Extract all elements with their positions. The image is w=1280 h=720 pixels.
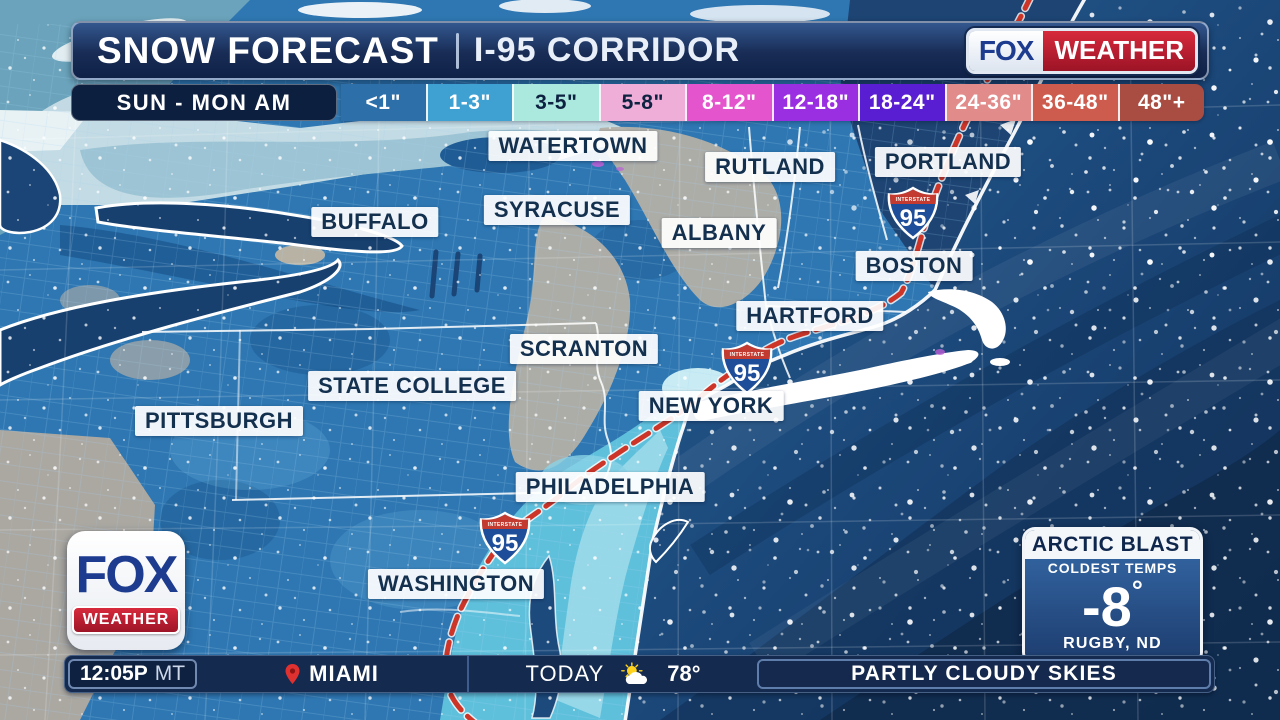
svg-text:INTERSTATE: INTERSTATE (896, 197, 931, 203)
city-label-syracuse: SYRACUSE (483, 195, 631, 225)
conditions-text: PARTLY CLOUDY SKIES (757, 659, 1211, 689)
city-label-hartford: HARTFORD (736, 301, 884, 331)
clock: 12:05P MT (68, 659, 198, 689)
title-separator (455, 32, 459, 69)
fox-logo-text: FOX (75, 546, 179, 604)
legend-chip: 12-18" (771, 84, 858, 121)
degree-symbol: ° (1131, 575, 1143, 606)
i95-shield-newyork: INTERSTATE 95 (721, 341, 773, 395)
location-name: MIAMI (309, 661, 379, 686)
svg-text:95: 95 (734, 360, 761, 387)
legend-chip: 18-24" (858, 84, 945, 121)
legend-period: SUN - MON AM (71, 84, 337, 121)
city-label-buffalo: BUFFALO (311, 207, 439, 237)
svg-text:95: 95 (900, 205, 927, 232)
legend-chip: 5-8" (598, 84, 685, 121)
legend-chip: 8-12" (685, 84, 772, 121)
callout-location: RUGBY, ND (1063, 635, 1162, 653)
legend-chip: 48"+ (1117, 84, 1204, 121)
city-label-watertown: WATERTOWN (488, 131, 658, 161)
legend-chip: 3-5" (512, 84, 599, 121)
lower-third-ticker: 12:05P MT MIAMI TODAY 78° PARTLY CLOUDY … (64, 655, 1215, 693)
svg-text:INTERSTATE: INTERSTATE (488, 522, 523, 528)
svg-text:INTERSTATE: INTERSTATE (730, 352, 765, 358)
day-label: TODAY (525, 661, 605, 686)
arctic-blast-callout: ARCTIC BLAST COLDEST TEMPS -8° RUGBY, ND (1022, 527, 1203, 666)
weather-logo-text: WEATHER (71, 606, 181, 634)
legend-chip: 24-36" (944, 84, 1031, 121)
i95-shield-maine: INTERSTATE 95 (887, 186, 939, 240)
fox-weather-corner-logo: FOX WEATHER (67, 531, 185, 650)
location-pin-icon (285, 664, 300, 684)
weather-logo-text: WEATHER (1043, 30, 1195, 71)
city-label-new-york: NEW YORK (638, 391, 784, 421)
legend-chip: 1-3" (425, 84, 512, 121)
city-label-scranton: SCRANTON (509, 334, 659, 364)
page-title: SNOW FORECAST (97, 29, 439, 71)
legend-chip: <1" (341, 84, 426, 121)
fox-logo-text: FOX (968, 30, 1044, 71)
city-label-portland: PORTLAND (874, 147, 1022, 177)
location-section: MIAMI (197, 656, 470, 692)
timezone-label: MT (154, 662, 186, 685)
callout-title: ARCTIC BLAST (1025, 530, 1200, 559)
city-label-rutland: RUTLAND (705, 152, 835, 182)
time-value: 12:05P (80, 662, 148, 685)
coldest-temp-value: -8° (1082, 575, 1143, 638)
legend-chip: 36-48" (1031, 84, 1118, 121)
city-label-boston: BOSTON (855, 251, 973, 281)
city-label-albany: ALBANY (661, 218, 777, 248)
partly-cloudy-icon (621, 662, 648, 685)
callout-subtitle: COLDEST TEMPS (1047, 560, 1178, 576)
fox-weather-logo: FOX WEATHER (965, 27, 1198, 74)
city-label-pittsburgh: PITTSBURGH (135, 406, 303, 436)
temperature-value: 78° (667, 661, 701, 686)
snowfall-legend: <1" 1-3" 3-5" 5-8" 8-12" 12-18" 18-24" 2… (341, 84, 1204, 121)
title-banner: SNOW FORECAST I-95 CORRIDOR FOX WEATHER (71, 21, 1209, 80)
page-subtitle: I-95 CORRIDOR (473, 31, 741, 69)
svg-text:95: 95 (492, 530, 519, 557)
today-forecast-section: TODAY 78° (469, 656, 757, 692)
callout-body: COLDEST TEMPS -8° RUGBY, ND (1025, 559, 1200, 663)
city-label-state-college: STATE COLLEGE (308, 371, 516, 401)
i95-shield-midatlantic: INTERSTATE 95 (479, 511, 531, 565)
city-label-philadelphia: PHILADELPHIA (515, 472, 705, 502)
city-label-washington: WASHINGTON (367, 569, 545, 599)
